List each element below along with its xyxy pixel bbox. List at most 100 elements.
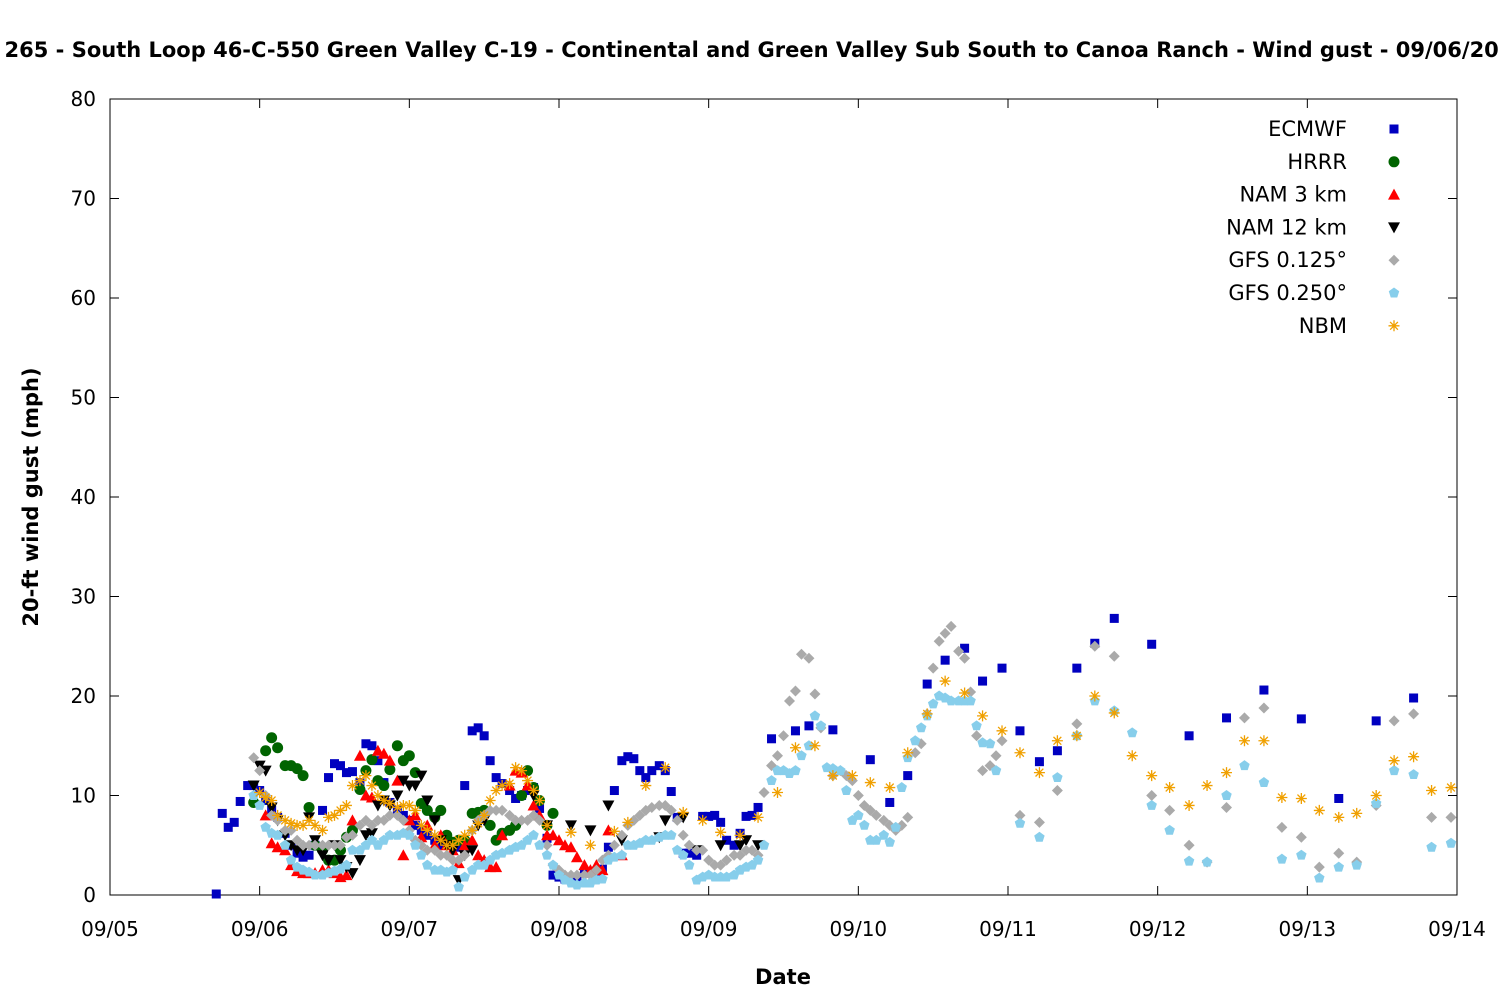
legend-marker (1388, 254, 1400, 266)
data-point (852, 790, 864, 801)
data-point (378, 794, 390, 806)
data-point (1333, 847, 1345, 859)
data-point (984, 738, 996, 749)
data-point (1126, 727, 1138, 738)
data-point (758, 787, 770, 799)
data-point (309, 869, 321, 880)
data-point (391, 790, 404, 802)
data-point (1014, 747, 1026, 759)
data-point (1313, 861, 1325, 873)
data-point (1426, 841, 1437, 852)
data-point (564, 820, 577, 832)
data-point (803, 652, 815, 664)
data-point (366, 754, 378, 766)
data-point (334, 839, 346, 851)
data-point (421, 795, 434, 807)
data-point (766, 775, 777, 786)
data-point (922, 679, 932, 689)
data-point (496, 804, 508, 816)
data-point (516, 790, 528, 801)
data-point (1313, 804, 1325, 816)
data-point (254, 765, 266, 777)
data-point (1276, 791, 1288, 803)
data-point (247, 780, 260, 792)
data-point (490, 861, 503, 873)
data-point (553, 834, 565, 846)
data-point (691, 844, 703, 856)
data-point (578, 859, 591, 871)
data-point (347, 767, 357, 777)
data-point (404, 829, 415, 840)
data-point (271, 841, 284, 853)
data-point (1296, 849, 1307, 860)
data-point (496, 829, 509, 841)
data-point (484, 794, 496, 806)
data-point (728, 849, 740, 861)
data-point (953, 645, 965, 657)
series-nbm (254, 675, 1457, 851)
data-point (1108, 650, 1120, 662)
data-point (666, 787, 676, 797)
data-point (324, 773, 334, 783)
data-point (1052, 746, 1062, 756)
data-point (341, 859, 352, 870)
data-point (684, 848, 694, 858)
data-point (978, 676, 988, 686)
data-point (384, 797, 396, 809)
data-point (229, 817, 239, 827)
data-point (1351, 859, 1362, 870)
x-tick-label: 09/05 (81, 917, 139, 941)
series-gfs-0-250- (248, 690, 1457, 892)
data-point (996, 735, 1008, 747)
data-point (466, 845, 479, 857)
data-point (1184, 731, 1194, 741)
legend-marker (1388, 287, 1400, 298)
data-point (1146, 790, 1158, 801)
data-point (1015, 726, 1025, 736)
data-point (297, 819, 309, 831)
data-point (609, 786, 619, 796)
data-point (541, 839, 553, 851)
chart-title: ID 265 - South Loop 46-C-550 Green Valle… (0, 38, 1500, 62)
data-point (603, 842, 613, 852)
data-point (528, 829, 539, 840)
data-point (372, 790, 384, 801)
data-point (564, 841, 577, 853)
data-point (279, 839, 291, 850)
data-point (528, 785, 540, 797)
data-point (1295, 831, 1307, 843)
data-point (683, 859, 695, 870)
data-point (490, 785, 502, 797)
data-point (459, 871, 470, 882)
data-point (334, 804, 346, 816)
data-point (1183, 799, 1195, 811)
data-point (721, 854, 733, 866)
data-point (815, 720, 827, 731)
data-point (859, 819, 870, 830)
data-point (415, 819, 427, 831)
data-point (734, 840, 747, 852)
data-point (366, 780, 378, 792)
data-point (616, 829, 628, 841)
data-point (809, 710, 821, 721)
data-point (527, 799, 540, 811)
data-point (945, 620, 957, 632)
data-point (789, 742, 801, 754)
data-point (534, 794, 546, 806)
data-point (260, 745, 272, 757)
data-point (1258, 735, 1270, 747)
data-point (466, 824, 478, 836)
y-tick-label: 0 (83, 883, 96, 907)
data-point (272, 809, 284, 821)
data-point (965, 695, 976, 706)
data-point (266, 732, 278, 744)
legend-label: GFS 0.125° (1228, 248, 1347, 272)
data-point (903, 771, 913, 781)
data-point (1222, 713, 1232, 723)
data-point (933, 635, 945, 647)
data-point (747, 810, 757, 820)
data-point (629, 754, 639, 764)
data-point (235, 796, 245, 806)
data-point (1221, 790, 1232, 800)
data-point (341, 768, 351, 778)
